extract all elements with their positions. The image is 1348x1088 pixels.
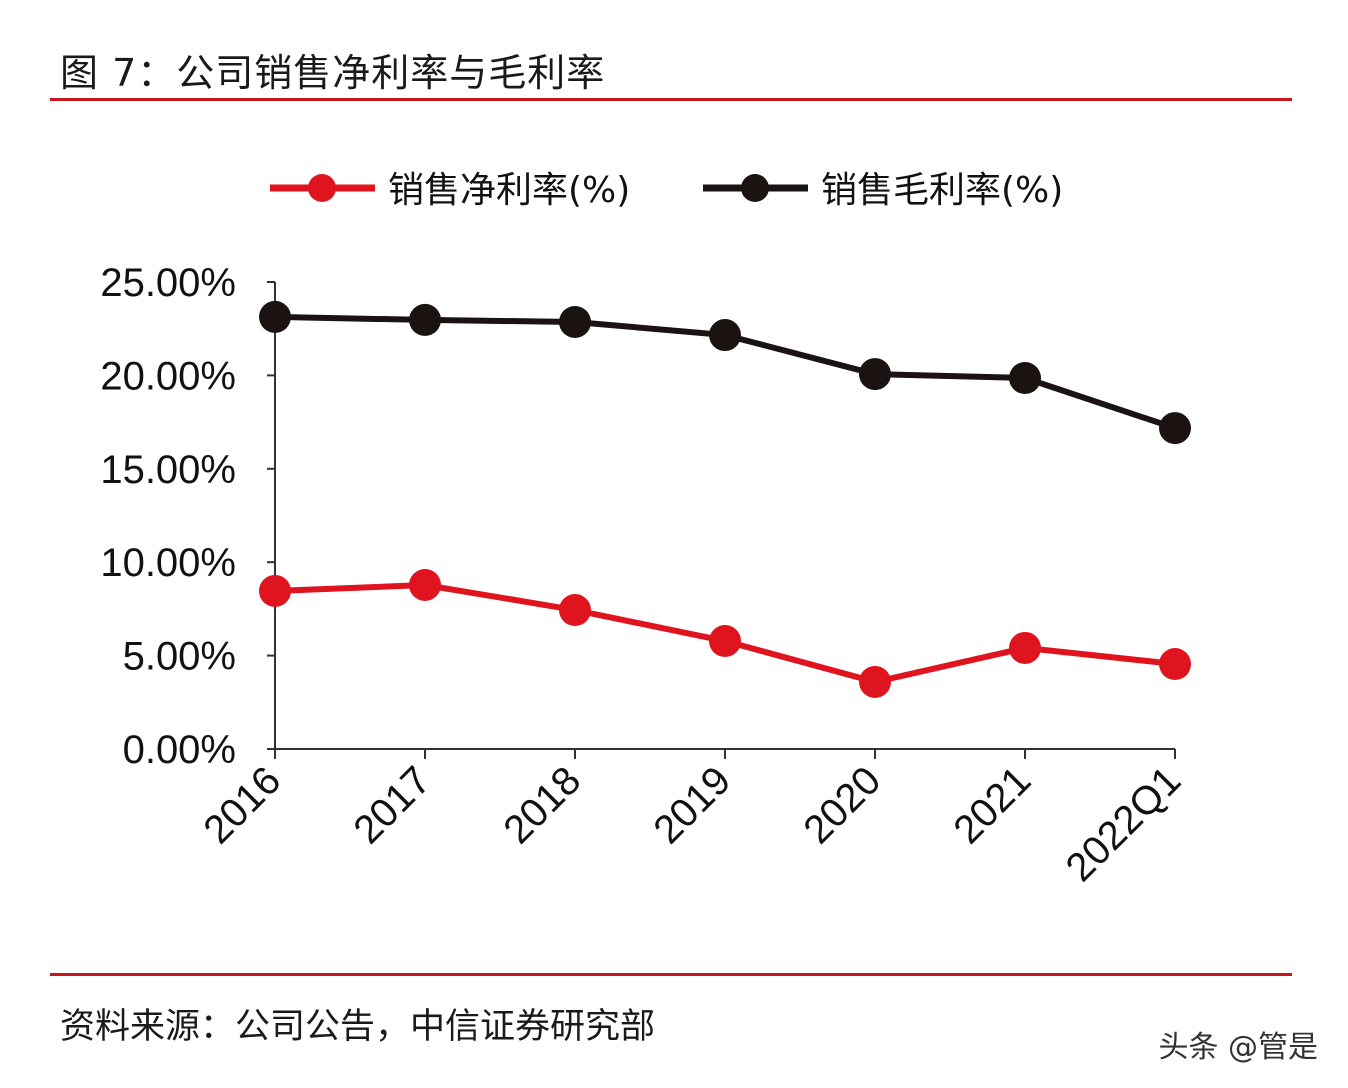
x-tick-label: 2019 bbox=[645, 758, 739, 852]
data-point-0 bbox=[259, 574, 291, 607]
chart-title: 图 7：公司销售净利率与毛利率 bbox=[60, 51, 606, 95]
y-tick-label: 0.00% bbox=[123, 728, 236, 772]
x-tick-label: 2018 bbox=[495, 758, 589, 852]
y-tick-label: 25.00% bbox=[100, 261, 236, 305]
data-point-1 bbox=[1009, 362, 1041, 395]
source-note: 资料来源：公司公告，中信证券研究部 bbox=[60, 1007, 656, 1047]
y-tick-label: 5.00% bbox=[123, 635, 236, 679]
x-tick-label: 2017 bbox=[345, 758, 439, 852]
data-point-0 bbox=[1009, 631, 1041, 664]
data-point-1 bbox=[1159, 412, 1191, 445]
data-point-0 bbox=[709, 625, 741, 658]
footer-divider bbox=[50, 973, 1292, 976]
x-tick-label: 2021 bbox=[945, 758, 1039, 852]
data-point-0 bbox=[859, 665, 891, 698]
x-tick-label: 2020 bbox=[795, 758, 889, 852]
data-point-1 bbox=[409, 303, 441, 336]
watermark: 头条 @管是 bbox=[1158, 1030, 1318, 1065]
y-tick-label: 20.00% bbox=[100, 354, 236, 398]
data-point-0 bbox=[559, 594, 591, 627]
data-point-1 bbox=[259, 300, 291, 333]
data-point-0 bbox=[409, 568, 441, 601]
data-point-1 bbox=[709, 319, 741, 352]
legend-marker-0 bbox=[308, 174, 336, 202]
title-divider bbox=[50, 98, 1292, 101]
legend-label-1: 销售毛利率(%) bbox=[821, 170, 1063, 211]
y-tick-label: 15.00% bbox=[100, 448, 236, 492]
x-tick-label: 2016 bbox=[195, 758, 289, 852]
legend-label-0: 销售净利率(%) bbox=[388, 170, 630, 211]
data-point-0 bbox=[1159, 648, 1191, 681]
data-point-1 bbox=[559, 305, 591, 338]
x-tick-label: 2022Q1 bbox=[1058, 758, 1190, 890]
data-point-1 bbox=[859, 358, 891, 391]
legend-marker-1 bbox=[741, 174, 769, 202]
y-tick-label: 10.00% bbox=[100, 541, 236, 585]
